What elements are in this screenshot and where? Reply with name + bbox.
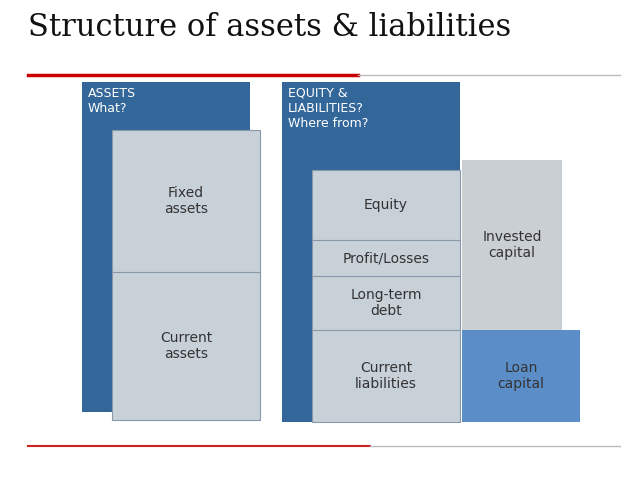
Bar [82,82,250,412]
Text: Structure of assets & liabilities: Structure of assets & liabilities [28,12,511,43]
Text: ASSETS
What?: ASSETS What? [88,87,136,115]
Bar [282,82,460,422]
Bar [462,330,580,422]
Text: Invested
capital: Invested capital [483,230,541,260]
Bar [112,130,260,420]
Text: Current
assets: Current assets [160,331,212,361]
Text: Fixed
assets: Fixed assets [164,186,208,216]
Text: Equity: Equity [364,198,408,212]
Text: Current
liabilities: Current liabilities [355,361,417,391]
Bar [462,160,562,330]
Text: Long-term
debt: Long-term debt [350,288,422,318]
Text: Loan
capital: Loan capital [497,361,545,391]
Bar [312,170,460,422]
Text: Profit/Losses: Profit/Losses [342,251,429,265]
Text: EQUITY &
LIABILITIES?
Where from?: EQUITY & LIABILITIES? Where from? [288,87,369,130]
